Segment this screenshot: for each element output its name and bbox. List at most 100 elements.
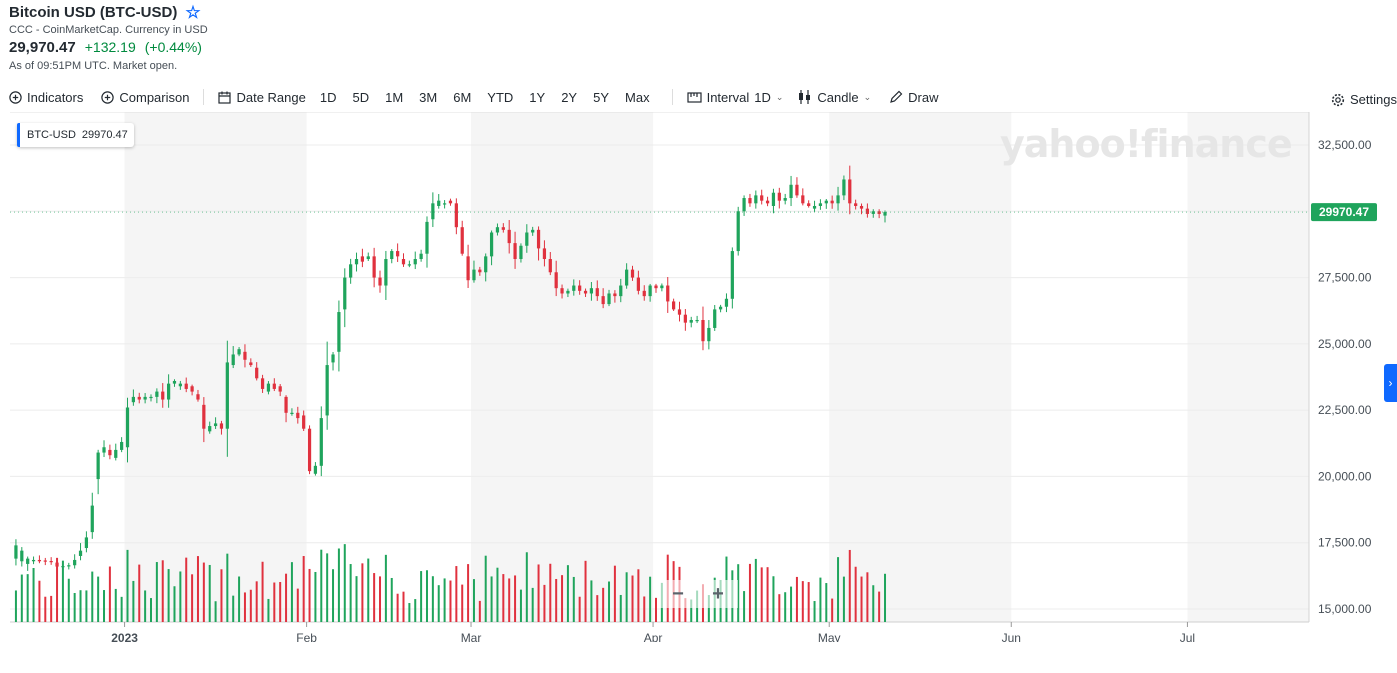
candle-body — [166, 383, 171, 400]
quote-change-pct: (+0.44%) — [144, 39, 202, 55]
candle-body — [859, 205, 864, 209]
ruler-icon — [686, 91, 702, 103]
chart-type-button[interactable]: Candle ⌄ — [797, 90, 871, 105]
candle-body — [619, 285, 623, 297]
volume-bar — [144, 590, 147, 622]
y-tick-label: 17,500.00 — [1318, 536, 1372, 550]
range-6m[interactable]: 6M — [453, 89, 472, 105]
volume-bar — [449, 580, 452, 622]
volume-bar — [555, 578, 558, 622]
expand-panel-button[interactable]: › — [1384, 364, 1397, 402]
volume-bar — [191, 574, 194, 622]
y-tick-label: 20,000.00 — [1318, 469, 1372, 483]
candle-body — [360, 256, 365, 262]
draw-button[interactable]: Draw — [889, 90, 938, 105]
interval-button[interactable]: Interval 1D ⌄ — [686, 90, 784, 105]
range-5d[interactable]: 5D — [352, 89, 370, 105]
legend-symbol: BTC-USD — [27, 129, 76, 141]
range-2y[interactable]: 2Y — [561, 89, 578, 105]
volume-bar — [508, 578, 511, 622]
candle-body — [178, 383, 182, 387]
x-tick-label: Jul — [1180, 631, 1195, 642]
candle-body — [513, 243, 517, 260]
range-5y[interactable]: 5Y — [593, 89, 610, 105]
zoom-controls: − + — [658, 580, 738, 608]
candle-body — [542, 248, 547, 260]
range-ytd[interactable]: YTD — [487, 89, 514, 105]
candle-body — [208, 426, 212, 432]
y-axis: 15,000.00 17,500.00 20,000.00 22,500.00 25,0… — [1308, 112, 1372, 622]
candle-body — [237, 349, 241, 355]
volume-bar — [748, 563, 751, 622]
volume-bar — [196, 556, 199, 622]
candle-body — [14, 545, 18, 559]
volume-bar — [537, 564, 540, 622]
volume-bar — [308, 568, 311, 622]
volume-bar — [290, 562, 293, 622]
candle-body — [630, 269, 635, 278]
candle-body — [390, 251, 394, 260]
candle-body — [754, 195, 758, 204]
range-1y[interactable]: 1Y — [529, 89, 546, 105]
candle-body — [442, 203, 447, 205]
range-1d[interactable]: 1D — [319, 89, 337, 105]
candle-body — [172, 380, 177, 384]
candle-body — [20, 550, 24, 562]
candle-body — [689, 319, 693, 323]
candle-body — [343, 277, 347, 310]
zoom-out-button[interactable]: − — [672, 582, 684, 605]
volume-bar — [73, 592, 76, 622]
candle-body — [255, 367, 259, 379]
indicators-button[interactable]: Indicators — [9, 90, 83, 105]
candle-body — [742, 198, 746, 212]
settings-button[interactable]: Settings — [1331, 92, 1397, 107]
legend-value: 29970.47 — [81, 129, 128, 141]
candle-body — [302, 415, 306, 429]
candle-body — [795, 184, 799, 196]
volume-bar — [396, 593, 399, 622]
candle-body — [419, 253, 423, 260]
candle-body — [495, 227, 500, 233]
zoom-in-button[interactable]: + — [712, 582, 724, 605]
series-legend[interactable]: BTC-USD 29970.47 — [17, 123, 134, 147]
candle-body — [677, 309, 682, 315]
volume-bar — [790, 586, 793, 622]
volume-bar — [114, 588, 117, 622]
month-band — [1187, 112, 1309, 622]
price-chart[interactable]: 15,000.00 17,500.00 20,000.00 22,500.00 25,0… — [0, 112, 1397, 642]
chevron-down-icon: ⌄ — [775, 91, 784, 102]
volume-bar — [496, 567, 499, 622]
candle-body — [777, 192, 781, 201]
star-icon[interactable]: ☆ — [185, 3, 201, 22]
range-1m[interactable]: 1M — [385, 89, 404, 105]
candle-body — [31, 559, 36, 562]
candlestick-icon — [799, 90, 811, 104]
candle-body — [736, 211, 740, 252]
volume-bar — [108, 566, 111, 622]
candle-body — [90, 505, 94, 533]
volume-bar — [472, 579, 475, 622]
candle-body — [771, 192, 776, 206]
candle-body — [519, 245, 523, 260]
month-bands — [124, 112, 1309, 622]
candle-body — [125, 407, 130, 448]
candle-body — [660, 285, 664, 289]
candle-body — [812, 205, 817, 209]
volume-bar — [255, 581, 258, 622]
volume-bar — [314, 571, 317, 622]
comparison-button[interactable]: Comparison — [101, 90, 189, 105]
range-max[interactable]: Max — [625, 89, 650, 105]
candle-body — [478, 269, 482, 273]
range-3m[interactable]: 3M — [419, 89, 438, 105]
candle-body — [460, 227, 464, 254]
candle-body — [724, 298, 729, 307]
date-range-button[interactable]: Date Range — [218, 89, 306, 105]
chevron-right-icon: › — [1388, 376, 1393, 390]
volume-bar — [103, 590, 106, 622]
volume-bar — [384, 554, 387, 622]
month-band — [124, 112, 307, 622]
volume-bar — [149, 598, 152, 622]
date-range-label: Date Range — [236, 89, 306, 105]
candle-body — [666, 285, 670, 302]
candle-body — [431, 203, 435, 220]
